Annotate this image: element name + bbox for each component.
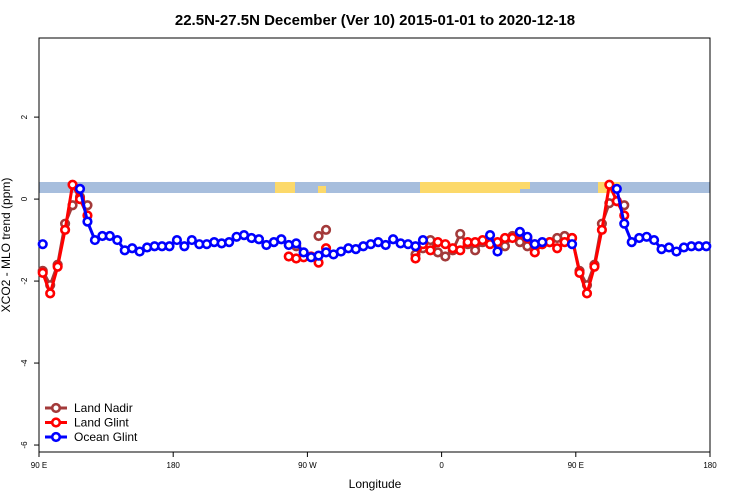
- x-tick-label: 90 W: [298, 461, 317, 470]
- data-point: [134, 246, 145, 257]
- legend-swatch-marker: [50, 431, 62, 443]
- data-point: [529, 247, 540, 258]
- data-point: [440, 239, 451, 250]
- data-point: [37, 239, 48, 250]
- ocean-band: [39, 182, 710, 193]
- data-point: [37, 267, 48, 278]
- data-point: [74, 183, 86, 194]
- data-point: [701, 241, 712, 252]
- land-band: [420, 182, 520, 193]
- data-point: [224, 237, 235, 248]
- data-point: [276, 234, 287, 245]
- land-band: [275, 182, 295, 193]
- y-tick-label: 2: [20, 114, 29, 119]
- y-tick-label: -2: [20, 277, 29, 285]
- chart-title: 22.5N-27.5N December (Ver 10) 2015-01-01…: [175, 12, 575, 29]
- data-point: [186, 234, 197, 246]
- data-point: [522, 231, 533, 242]
- data-point: [313, 230, 324, 242]
- data-point: [537, 237, 548, 248]
- x-tick-label: 0: [439, 461, 444, 470]
- data-point: [604, 179, 615, 190]
- data-point: [484, 230, 496, 241]
- data-point: [596, 224, 607, 235]
- legend-swatch-marker: [50, 402, 62, 414]
- data-point: [112, 234, 123, 246]
- data-point: [566, 239, 578, 250]
- data-point: [507, 232, 518, 244]
- data-point: [59, 224, 71, 235]
- data-point: [291, 238, 302, 249]
- series-line: [41, 179, 626, 299]
- data-point: [320, 224, 332, 235]
- y-tick-label: 0: [20, 196, 29, 201]
- data-point: [52, 261, 63, 272]
- data-point: [477, 234, 488, 246]
- x-tick-label: 180: [703, 461, 717, 470]
- data-point: [671, 246, 682, 257]
- data-point: [440, 251, 451, 262]
- data-point: [626, 237, 637, 248]
- data-point: [581, 288, 593, 299]
- data-point: [470, 245, 481, 256]
- data-point: [589, 261, 600, 272]
- data-point: [89, 234, 101, 246]
- data-point: [574, 267, 585, 278]
- data-point: [425, 245, 436, 256]
- y-tick-label: -4: [20, 359, 29, 367]
- data-point: [171, 234, 183, 246]
- data-point: [648, 234, 660, 246]
- legend-label: Land Nadir: [74, 401, 133, 415]
- data-point: [611, 183, 622, 194]
- data-point: [455, 228, 466, 240]
- data-point: [410, 241, 421, 252]
- y-tick-label: -6: [20, 441, 29, 449]
- data-point: [663, 242, 675, 253]
- x-tick-label: 90 E: [31, 461, 47, 470]
- land-band: [520, 182, 530, 189]
- data-point: [417, 234, 429, 246]
- data-point: [179, 241, 190, 252]
- legend-label: Land Glint: [74, 416, 129, 430]
- legend-swatch-marker: [50, 417, 62, 428]
- data-point: [388, 234, 399, 245]
- data-point: [552, 243, 563, 254]
- data-point: [492, 246, 503, 257]
- data-point: [253, 234, 265, 245]
- x-axis-label: Longitude: [349, 477, 402, 491]
- data-point: [67, 179, 78, 190]
- data-point: [164, 241, 175, 252]
- legend-label: Ocean Glint: [74, 430, 138, 444]
- x-tick-label: 180: [167, 461, 181, 470]
- y-axis-label: XCO2 - MLO trend (ppm): [0, 178, 13, 313]
- x-tick-label: 90 E: [568, 461, 584, 470]
- data-point: [298, 247, 309, 258]
- land-band: [318, 186, 326, 193]
- data-point: [45, 288, 56, 299]
- data-point: [380, 239, 391, 251]
- data-point: [455, 245, 466, 256]
- data-point: [514, 226, 525, 237]
- data-point: [410, 253, 421, 264]
- data-point: [619, 218, 630, 229]
- data-point: [104, 230, 115, 242]
- data-point: [82, 216, 93, 227]
